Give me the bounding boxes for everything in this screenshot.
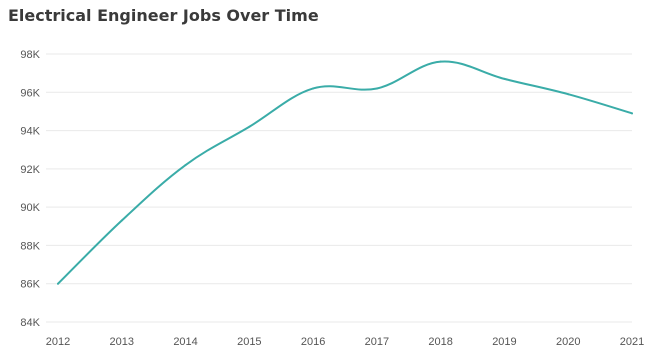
data-point [439, 60, 442, 63]
x-tick-label: 2018 [428, 336, 452, 348]
y-tick-label: 88K [20, 240, 40, 252]
data-point [248, 125, 251, 128]
data-point [120, 219, 123, 222]
x-tick-label: 2020 [556, 336, 580, 348]
y-axis-tick-labels: 84K 86K 88K 90K 92K 94K 96K 98K [20, 49, 40, 329]
data-point [503, 77, 506, 80]
data-point [631, 112, 633, 115]
data-point [567, 93, 570, 96]
data-point [375, 87, 378, 90]
data-point [57, 282, 59, 285]
x-tick-label: 2013 [110, 336, 134, 348]
x-tick-label: 2014 [173, 336, 197, 348]
x-axis-tick-labels: 2012 2013 2014 2015 2016 2017 2018 2019 2020 2021 [46, 336, 644, 348]
y-tick-label: 94K [20, 126, 40, 138]
chart-title: Electrical Engineer Jobs Over Time [8, 6, 319, 25]
x-tick-label: 2012 [46, 336, 70, 348]
x-tick-label: 2016 [301, 336, 325, 348]
x-tick-label: 2019 [492, 336, 516, 348]
y-tick-label: 90K [20, 202, 40, 214]
gridlines [46, 53, 632, 323]
y-tick-label: 86K [20, 279, 40, 291]
y-tick-label: 98K [20, 49, 40, 61]
x-tick-label: 2017 [365, 336, 389, 348]
data-point [184, 164, 187, 167]
data-point [312, 87, 315, 90]
x-tick-label: 2021 [620, 336, 644, 348]
y-tick-label: 84K [20, 317, 40, 329]
series-layer [57, 60, 633, 285]
y-tick-label: 96K [20, 87, 40, 99]
y-tick-label: 92K [20, 164, 40, 176]
x-tick-label: 2015 [237, 336, 261, 348]
series-line [57, 60, 633, 285]
